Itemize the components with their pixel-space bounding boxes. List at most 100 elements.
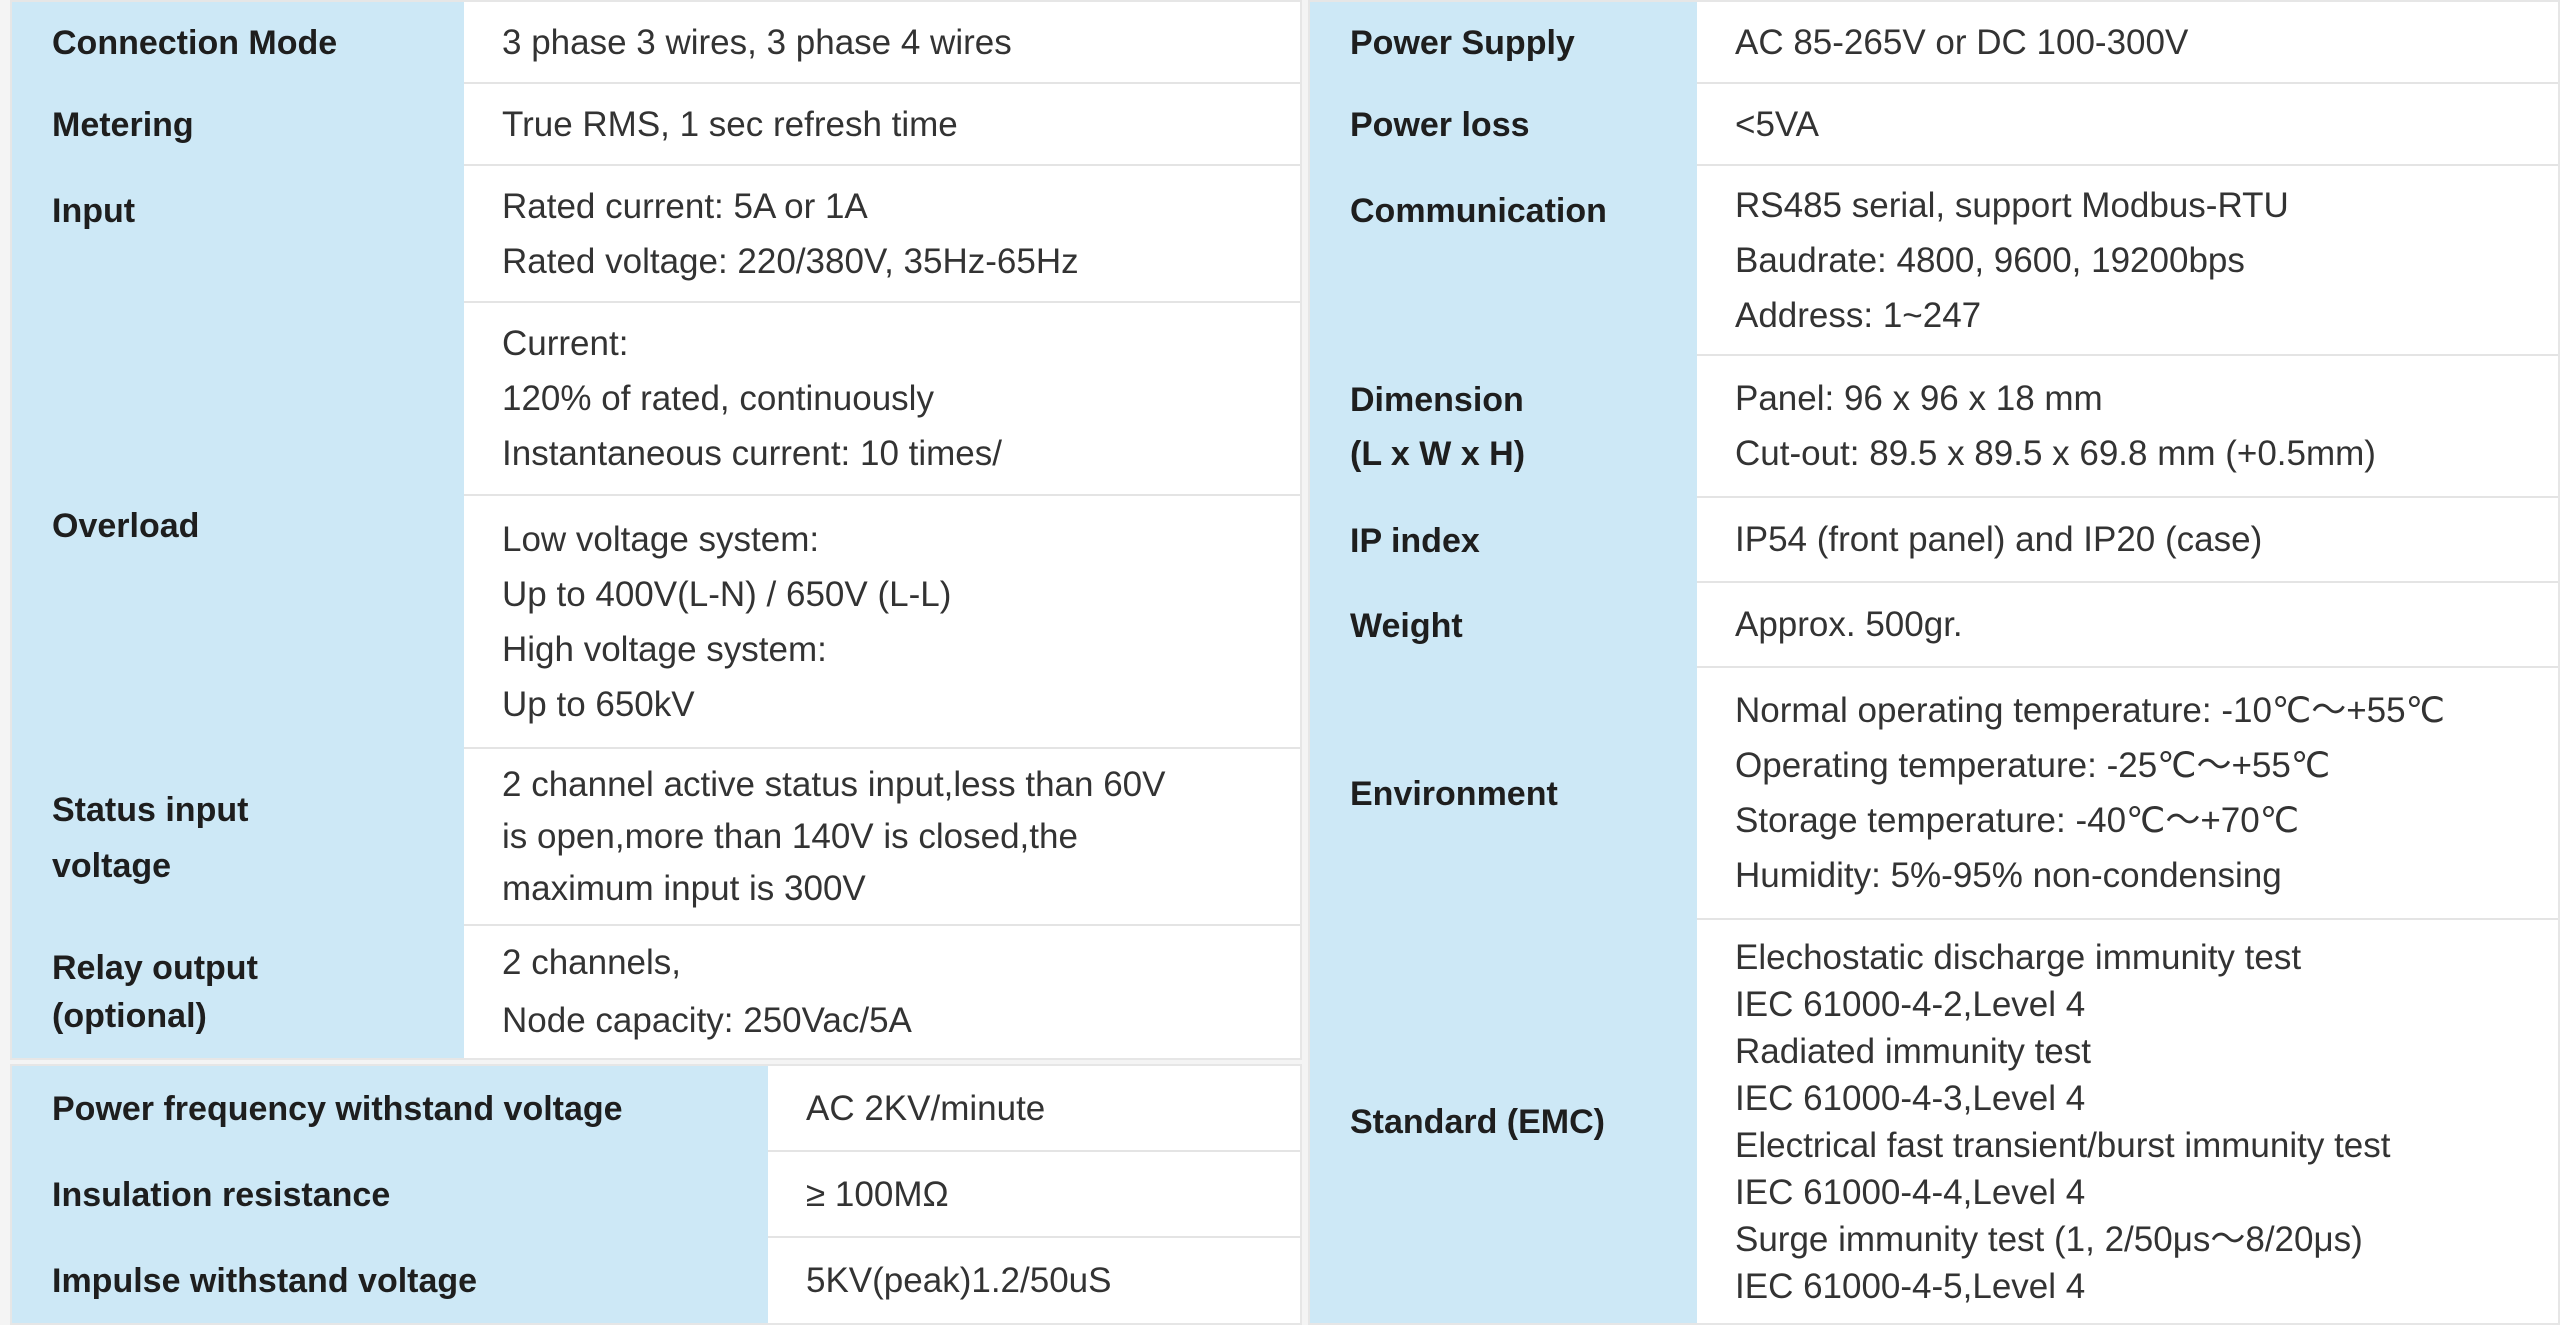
value-impulse-withstand: 5KV(peak)1.2/50uS: [768, 1238, 1300, 1323]
value-overload-voltage: Low voltage system: Up to 400V(L-N) / 65…: [464, 496, 1300, 749]
row-status-input: Status input voltage 2 channel active st…: [12, 749, 1300, 926]
value-line: 3 phase 3 wires, 3 phase 4 wires: [502, 22, 1012, 62]
label-power-supply: Power Supply: [1310, 2, 1697, 84]
value-line: Electrical fast transient/burst immunity…: [1735, 1125, 2391, 1165]
value-line: RS485 serial, support Modbus-RTU: [1735, 185, 2289, 225]
value-line: is open,more than 140V is closed,the: [502, 816, 1078, 856]
value-line: Baudrate: 4800, 9600, 19200bps: [1735, 240, 2245, 280]
value-line: Humidity: 5%-95% non-condensing: [1735, 856, 2282, 895]
value-metering: True RMS, 1 sec refresh time: [464, 84, 1300, 166]
value-line: Storage temperature: -40℃～+70℃: [1735, 801, 2300, 840]
row-connection-mode: Connection Mode 3 phase 3 wires, 3 phase…: [12, 2, 1300, 84]
value-dimension: Panel: 96 x 96 x 18 mm Cut-out: 89.5 x 8…: [1697, 356, 2558, 498]
value-line: 2 channel active status input,less than …: [502, 764, 1166, 804]
label-text: Power Supply: [1350, 24, 1575, 62]
row-impulse-withstand: Impulse withstand voltage 5KV(peak)1.2/5…: [12, 1238, 1300, 1323]
label-power-loss: Power loss: [1310, 84, 1697, 166]
label-text: Standard (EMC): [1350, 1102, 1605, 1141]
row-power-supply: Power Supply AC 85-265V or DC 100-300V: [1310, 2, 2558, 84]
value-line: 5KV(peak)1.2/50uS: [806, 1261, 1112, 1300]
value-weight: Approx. 500gr.: [1697, 583, 2558, 668]
row-weight: Weight Approx. 500gr.: [1310, 583, 2558, 668]
value-line: Rated voltage: 220/380V, 35Hz-65Hz: [502, 241, 1079, 281]
label-text: (optional): [52, 997, 207, 1035]
value-line: Normal operating temperature: -10℃～+55℃: [1735, 691, 2445, 730]
value-line: Up to 650kV: [502, 684, 695, 724]
label-text: Power loss: [1350, 106, 1530, 144]
label-text: Connection Mode: [52, 24, 338, 62]
value-relay-output: 2 channels, Node capacity: 250Vac/5A: [464, 926, 1300, 1058]
label-text: Relay output: [52, 949, 258, 987]
row-relay-output: Relay output (optional) 2 channels, Node…: [12, 926, 1300, 1058]
value-line: AC 2KV/minute: [806, 1088, 1046, 1128]
value-ip-index: IP54 (front panel) and IP20 (case): [1697, 498, 2558, 583]
row-standard-emc: Standard (EMC) Elechostatic discharge im…: [1310, 920, 2558, 1323]
row-dimension: Dimension (L x W x H) Panel: 96 x 96 x 1…: [1310, 356, 2558, 498]
value-line: Approx. 500gr.: [1735, 605, 1963, 644]
value-standard-emc: Elechostatic discharge immunity test IEC…: [1697, 920, 2558, 1323]
row-insulation-resistance: Insulation resistance ≥ 100MΩ: [12, 1152, 1300, 1238]
value-line: 2 channels,: [502, 943, 682, 982]
value-line: Rated current: 5A or 1A: [502, 186, 868, 226]
label-text: Environment: [1350, 775, 1558, 813]
label-power-frequency: Power frequency withstand voltage: [12, 1066, 768, 1152]
value-line: 120% of rated, continuously: [502, 379, 934, 418]
value-line: IEC 61000-4-4,Level 4: [1735, 1172, 2086, 1212]
label-text: Status input: [52, 790, 249, 829]
value-line: <5VA: [1735, 104, 1819, 144]
label-text: Dimension: [1350, 381, 1524, 419]
value-line: Current:: [502, 324, 629, 363]
label-text: IP index: [1350, 521, 1480, 560]
label-connection-mode: Connection Mode: [12, 2, 464, 84]
label-insulation-resistance: Insulation resistance: [12, 1152, 768, 1238]
value-line: Address: 1~247: [1735, 295, 1982, 335]
right-spec-table: Power Supply AC 85-265V or DC 100-300V P…: [1308, 0, 2560, 1325]
value-line: AC 85-265V or DC 100-300V: [1735, 22, 2189, 62]
label-environment: Environment: [1310, 668, 1697, 920]
label-metering: Metering: [12, 84, 464, 166]
label-communication: Communication: [1310, 166, 1697, 356]
label-text: Insulation resistance: [52, 1176, 391, 1214]
label-status-input: Status input voltage: [12, 749, 464, 926]
value-line: Panel: 96 x 96 x 18 mm: [1735, 379, 2103, 418]
value-line: maximum input is 300V: [502, 868, 866, 908]
value-line: IEC 61000-4-3,Level 4: [1735, 1078, 2086, 1118]
value-line: Low voltage system:: [502, 519, 820, 559]
value-power-loss: <5VA: [1697, 84, 2558, 166]
value-line: Up to 400V(L-N) / 650V (L-L): [502, 574, 952, 614]
value-line: IEC 61000-4-5,Level 4: [1735, 1266, 2086, 1306]
value-connection-mode: 3 phase 3 wires, 3 phase 4 wires: [464, 2, 1300, 84]
value-line: IP54 (front panel) and IP20 (case): [1735, 520, 2263, 559]
label-standard-emc: Standard (EMC): [1310, 920, 1697, 1323]
value-line: Elechostatic discharge immunity test: [1735, 937, 2302, 977]
label-text: Power frequency withstand voltage: [52, 1090, 623, 1128]
value-input: Rated current: 5A or 1A Rated voltage: 2…: [464, 166, 1300, 303]
value-status-input: 2 channel active status input,less than …: [464, 749, 1300, 926]
value-line: Operating temperature: -25℃～+55℃: [1735, 746, 2331, 785]
value-environment: Normal operating temperature: -10℃～+55℃ …: [1697, 668, 2558, 920]
label-text: (L x W x H): [1350, 435, 1526, 473]
label-text: Metering: [52, 106, 194, 144]
value-line: Instantaneous current: 10 times/: [502, 434, 1002, 473]
value-line: Node capacity: 250Vac/5A: [502, 1001, 912, 1040]
label-relay-output: Relay output (optional): [12, 926, 464, 1058]
label-text: Overload: [52, 507, 200, 545]
value-line: Radiated immunity test: [1735, 1031, 2091, 1071]
row-ip-index: IP index IP54 (front panel) and IP20 (ca…: [1310, 498, 2558, 583]
label-text: Communication: [1350, 192, 1607, 230]
row-input: Input Rated current: 5A or 1A Rated volt…: [12, 166, 1300, 303]
row-environment: Environment Normal operating temperature…: [1310, 668, 2558, 920]
value-power-frequency: AC 2KV/minute: [768, 1066, 1300, 1152]
row-metering: Metering True RMS, 1 sec refresh time: [12, 84, 1300, 166]
left-spec-table: Connection Mode 3 phase 3 wires, 3 phase…: [10, 0, 1302, 1060]
label-ip-index: IP index: [1310, 498, 1697, 583]
value-line: High voltage system:: [502, 629, 827, 669]
row-power-loss: Power loss <5VA: [1310, 84, 2558, 166]
value-power-supply: AC 85-265V or DC 100-300V: [1697, 2, 2558, 84]
label-overload: Overload: [12, 303, 464, 749]
withstand-table: Power frequency withstand voltage AC 2KV…: [10, 1064, 1302, 1325]
value-line: Surge immunity test (1, 2/50μs～8/20μs): [1735, 1219, 2363, 1259]
label-input: Input: [12, 166, 464, 303]
label-dimension: Dimension (L x W x H): [1310, 356, 1697, 498]
label-weight: Weight: [1310, 583, 1697, 668]
